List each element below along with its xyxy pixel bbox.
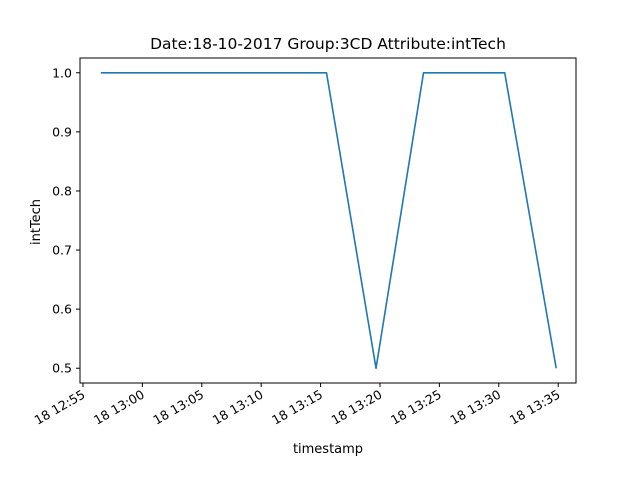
plot-area xyxy=(100,71,557,370)
axes-frame xyxy=(79,57,577,384)
y-tick-label: 0.5 xyxy=(52,361,72,376)
series-line-0 xyxy=(100,71,557,370)
y-tick-label: 0.6 xyxy=(52,302,72,317)
y-tick-label: 0.7 xyxy=(52,243,72,258)
y-tick-label: 0.9 xyxy=(52,124,72,139)
y-axis-label: intTech xyxy=(29,199,44,245)
x-axis-label: timestamp xyxy=(293,442,363,457)
y-tick-label: 1.0 xyxy=(52,65,72,80)
chart-title: Date:18-10-2017 Group:3CD Attribute:intT… xyxy=(150,35,506,53)
y-tick-label: 0.8 xyxy=(52,183,72,198)
